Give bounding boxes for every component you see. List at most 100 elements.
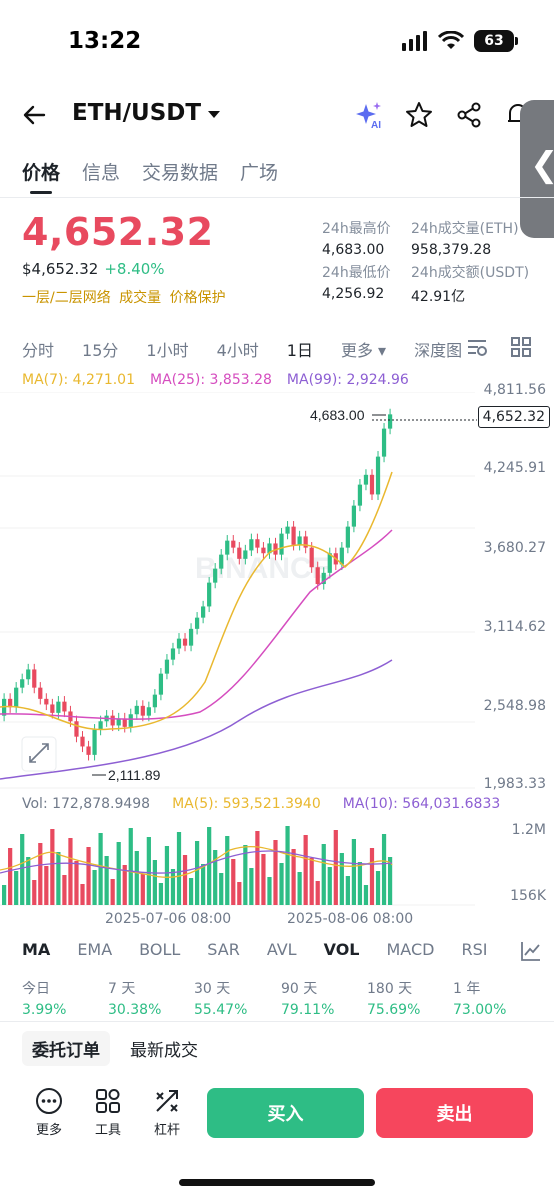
ma7-value: MA(7): 4,271.01: [22, 372, 135, 388]
candle: [80, 736, 85, 747]
price-chart[interactable]: BINANCE 4,683.00 2,111.89: [0, 392, 554, 792]
indicator-chart-icon[interactable]: [520, 940, 542, 962]
perf-value: 30.38%: [108, 1002, 162, 1018]
candle: [44, 698, 49, 705]
indicator-rsi[interactable]: RSI: [461, 940, 488, 959]
volume-bar: [297, 872, 302, 905]
candle: [279, 533, 284, 555]
divider: [0, 1021, 554, 1022]
candle: [134, 705, 139, 715]
sell-button[interactable]: 卖出: [376, 1088, 533, 1138]
wifi-icon: [438, 31, 464, 49]
price-tags: 一层/二层网络 成交量 价格保护: [22, 287, 230, 307]
candle: [255, 539, 260, 548]
vol-ma10-line: [0, 850, 393, 874]
signal-icon: [402, 31, 427, 51]
volume-bar: [285, 826, 290, 905]
volume-bar: [86, 847, 91, 905]
volume-bar: [146, 837, 151, 905]
candle: [140, 705, 145, 716]
tag-volume[interactable]: 成交量: [119, 290, 162, 306]
indicator-ma[interactable]: MA: [22, 940, 51, 959]
candle: [387, 414, 393, 429]
candle: [369, 474, 375, 495]
volume-bar: [255, 831, 260, 905]
status-bar: 13:22 63: [0, 0, 554, 80]
main-tabs: 价格 信息 交易数据 广场: [22, 158, 279, 194]
status-time: 13:22: [68, 28, 142, 54]
low-label: 24h最低价: [322, 265, 391, 281]
divider: [0, 197, 554, 198]
star-icon[interactable]: [404, 100, 434, 130]
indicator-vol[interactable]: VOL: [323, 940, 360, 959]
tab-info[interactable]: 信息: [82, 162, 121, 184]
home-indicator: [179, 1179, 375, 1186]
header: ETH/USDT AI: [0, 90, 554, 140]
leverage-button[interactable]: 杠杆: [145, 1087, 189, 1138]
perf-value: 55.47%: [194, 1002, 248, 1018]
interval-more[interactable]: 更多 ▾: [340, 341, 387, 360]
volume-bar: [219, 873, 224, 905]
volume-bar: [327, 867, 332, 905]
volume-bar: [128, 828, 133, 905]
ma7-line: [0, 471, 393, 731]
interval-1h[interactable]: 1小时: [146, 341, 189, 360]
interval-depth[interactable]: 深度图: [414, 341, 463, 360]
volume-bar: [98, 833, 103, 905]
ma99-line: [0, 659, 393, 780]
indicator-boll[interactable]: BOLL: [139, 940, 181, 959]
volume-bar: [140, 874, 145, 905]
tab-trading-data[interactable]: 交易数据: [142, 162, 219, 184]
candle: [146, 707, 151, 716]
back-arrow-icon[interactable]: [20, 100, 50, 130]
tag-protection[interactable]: 价格保护: [169, 290, 226, 306]
volume-bar: [62, 875, 67, 905]
interval-15m[interactable]: 15分: [82, 341, 119, 360]
volume-bar: [26, 857, 31, 905]
interval-4h[interactable]: 4小时: [216, 341, 259, 360]
tab-open-orders[interactable]: 委托订单: [22, 1031, 110, 1066]
candle: [381, 428, 387, 457]
tab-price[interactable]: 价格: [22, 158, 60, 194]
tab-square[interactable]: 广场: [240, 162, 279, 184]
indicator-sar[interactable]: SAR: [207, 940, 240, 959]
tools-button[interactable]: 工具: [86, 1087, 130, 1138]
perf-label: 今日: [22, 981, 50, 997]
more-button[interactable]: 更多: [27, 1087, 71, 1138]
volume-chart[interactable]: [0, 815, 554, 907]
chart-settings-icon[interactable]: [466, 336, 488, 358]
y-tick: 4,811.56: [483, 382, 546, 398]
caret-down-icon[interactable]: [207, 110, 221, 120]
candle: [26, 669, 31, 680]
volume-bar: [387, 857, 393, 905]
tab-latest-trades[interactable]: 最新成交: [130, 1041, 198, 1061]
perf-label: 7 天: [108, 981, 136, 997]
tag-layer[interactable]: 一层/二层网络: [22, 290, 111, 306]
side-drawer-handle[interactable]: ❮: [520, 100, 554, 238]
bottom-action-bar: 更多 工具 杠杆 买入 卖出: [0, 1085, 554, 1155]
buy-button[interactable]: 买入: [207, 1088, 364, 1138]
indicator-avl[interactable]: AVL: [266, 940, 297, 959]
share-icon[interactable]: [454, 100, 484, 130]
volume-bar: [267, 877, 272, 905]
high-label: 24h最高价: [322, 221, 391, 237]
candle: [116, 718, 121, 726]
volume-bar: [339, 853, 344, 905]
candle: [249, 539, 254, 551]
ma25-value: MA(25): 3,853.28: [150, 372, 272, 388]
volume-bar: [261, 854, 266, 905]
volume-bar: [158, 883, 164, 905]
pair-title[interactable]: ETH/USDT: [72, 100, 202, 126]
candle: [237, 547, 242, 559]
ai-sparkle-icon[interactable]: AI: [355, 100, 385, 130]
interval-timeshare[interactable]: 分时: [22, 341, 55, 360]
grid-layout-icon[interactable]: [510, 336, 532, 358]
vol-ma5: MA(5): 593,521.3940: [172, 796, 321, 812]
candle: [201, 606, 206, 618]
interval-1d[interactable]: 1日: [286, 341, 313, 360]
indicator-ema[interactable]: EMA: [77, 940, 113, 959]
volume-bar: [207, 827, 212, 905]
indicator-macd[interactable]: MACD: [386, 940, 435, 959]
volume-bar: [20, 834, 25, 905]
expand-icon[interactable]: [21, 736, 57, 772]
